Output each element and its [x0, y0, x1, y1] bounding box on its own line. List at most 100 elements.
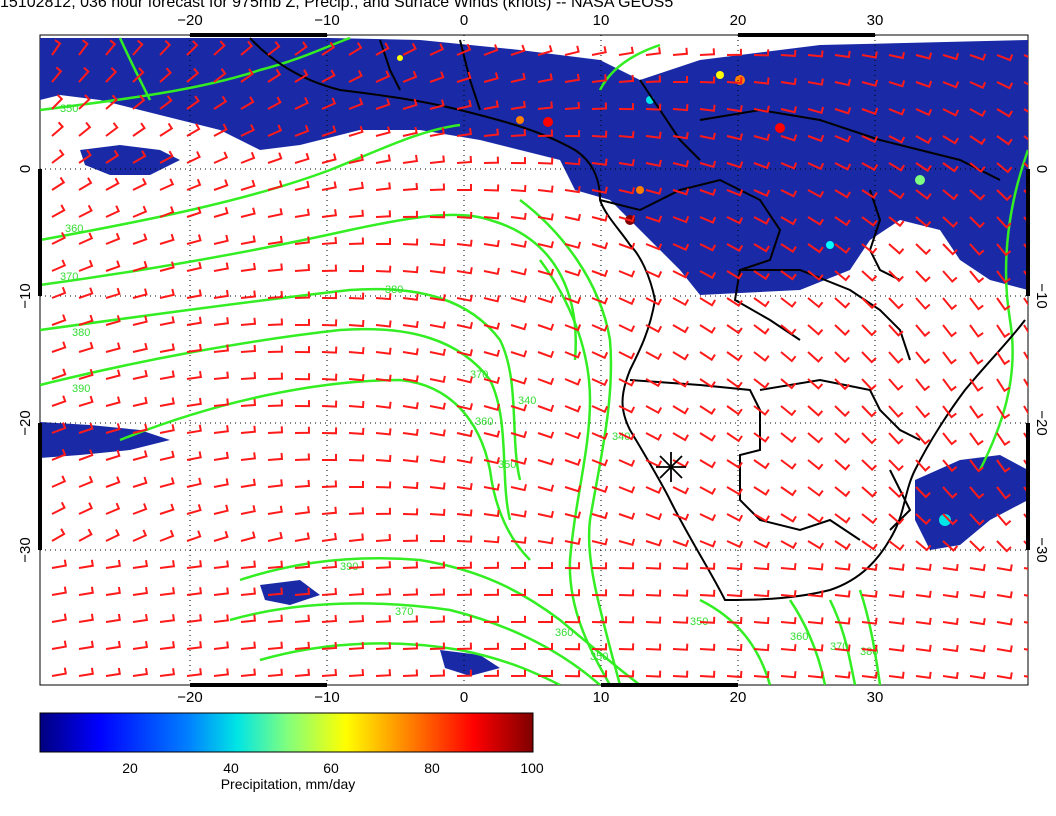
wind-barb: [537, 431, 555, 439]
wind-barb: [429, 642, 446, 650]
wind-barb: [780, 189, 798, 198]
wind-barb: [780, 617, 797, 625]
wind-barb: [105, 529, 120, 542]
wind-barb: [186, 668, 203, 677]
wind-barb: [564, 589, 581, 597]
wind-barb: [483, 184, 500, 192]
wind-barb: [969, 378, 984, 392]
wind-barb: [375, 182, 392, 191]
wind-barb: [888, 644, 905, 652]
wind-barb: [780, 513, 797, 523]
wind-barb: [780, 590, 797, 598]
wind-barb: [807, 243, 824, 254]
wind-barb: [132, 559, 149, 569]
wind-barb: [267, 235, 283, 245]
wind-barb: [807, 590, 824, 598]
wind-barb: [564, 458, 582, 466]
wind-barb: [942, 540, 959, 552]
wind-barb: [969, 189, 986, 201]
wind-barb: [105, 667, 121, 677]
wind-barb: [672, 562, 689, 570]
wind-barb: [213, 123, 228, 137]
wind-barb: [429, 508, 446, 516]
wind-barb: [807, 405, 824, 417]
wind-barb: [564, 45, 580, 56]
wind-barb: [510, 100, 526, 110]
wind-barb: [159, 178, 175, 191]
wind-barb: [834, 486, 851, 498]
wind-barb: [321, 480, 338, 488]
wind-barb: [969, 459, 984, 473]
wind-barb: [429, 561, 446, 569]
wind-barb: [186, 424, 202, 434]
wind-barb: [186, 67, 200, 83]
wind-barb: [429, 321, 446, 329]
wind-barb: [969, 243, 985, 256]
wind-barb: [672, 104, 689, 112]
wind-barb: [105, 640, 121, 650]
wind-barb: [321, 292, 337, 300]
wind-barb: [294, 318, 310, 326]
wind-barb: [915, 52, 933, 60]
wind-barb: [483, 128, 499, 137]
wind-barb: [510, 295, 528, 304]
wind-barb: [861, 189, 878, 199]
wind-barb: [915, 135, 933, 145]
wind-barb: [915, 324, 931, 338]
wind-barb: [564, 485, 582, 493]
wind-barb: [402, 402, 419, 410]
wind-barb: [186, 178, 202, 191]
wind-barb: [753, 324, 770, 335]
wind-barb: [159, 233, 175, 245]
wind-barb: [537, 296, 555, 304]
wind-barb: [159, 477, 175, 488]
wind-barb: [645, 159, 662, 167]
wind-barb: [375, 401, 392, 409]
wind-barb: [699, 243, 717, 252]
wind-barb: [78, 66, 90, 83]
wind-barb: [51, 613, 67, 623]
wind-barb: [159, 343, 175, 353]
wind-barb: [267, 263, 283, 272]
wind-barb: [807, 513, 824, 524]
wind-barb: [726, 486, 743, 496]
wind-barb: [321, 236, 338, 245]
wind-barb: [402, 182, 419, 191]
wind-barb: [429, 456, 446, 464]
wind-barb: [618, 459, 636, 468]
wind-barb: [402, 293, 419, 301]
wind-barb: [699, 459, 716, 469]
wind-barb: [213, 560, 230, 569]
wind-barb: [483, 44, 499, 56]
wind-barb: [375, 374, 392, 382]
wind-barb: [240, 668, 256, 677]
wind-barb: [618, 242, 636, 250]
contour-label: 360: [555, 627, 573, 639]
wind-barb: [132, 476, 148, 488]
wind-barb: [402, 455, 419, 463]
wind-barb: [294, 587, 311, 596]
wind-barb: [402, 238, 419, 246]
wind-barb: [834, 297, 851, 309]
wind-barb: [78, 259, 94, 272]
wind-barb: [780, 351, 797, 363]
wind-barb: [645, 215, 663, 223]
wind-barb: [591, 589, 608, 597]
wind-barb: [861, 644, 878, 652]
wind-barb: [861, 162, 879, 172]
wind-barb: [132, 150, 147, 164]
contour-label: 380: [72, 327, 90, 339]
wind-barb: [618, 670, 635, 678]
wind-barb: [510, 484, 527, 492]
colorbar-ticks: 20 40 60 80 100: [122, 760, 544, 776]
wind-barb: [726, 351, 743, 362]
wind-barb: [78, 149, 92, 164]
wind-barb: [834, 432, 851, 444]
wind-barb: [402, 154, 419, 164]
wind-barb: [726, 616, 743, 625]
wind-barb: [915, 486, 931, 499]
wind-barb: [132, 288, 148, 299]
wind-barb: [51, 231, 66, 245]
wind-barb: [375, 588, 392, 596]
contour-label: 350: [60, 103, 78, 115]
